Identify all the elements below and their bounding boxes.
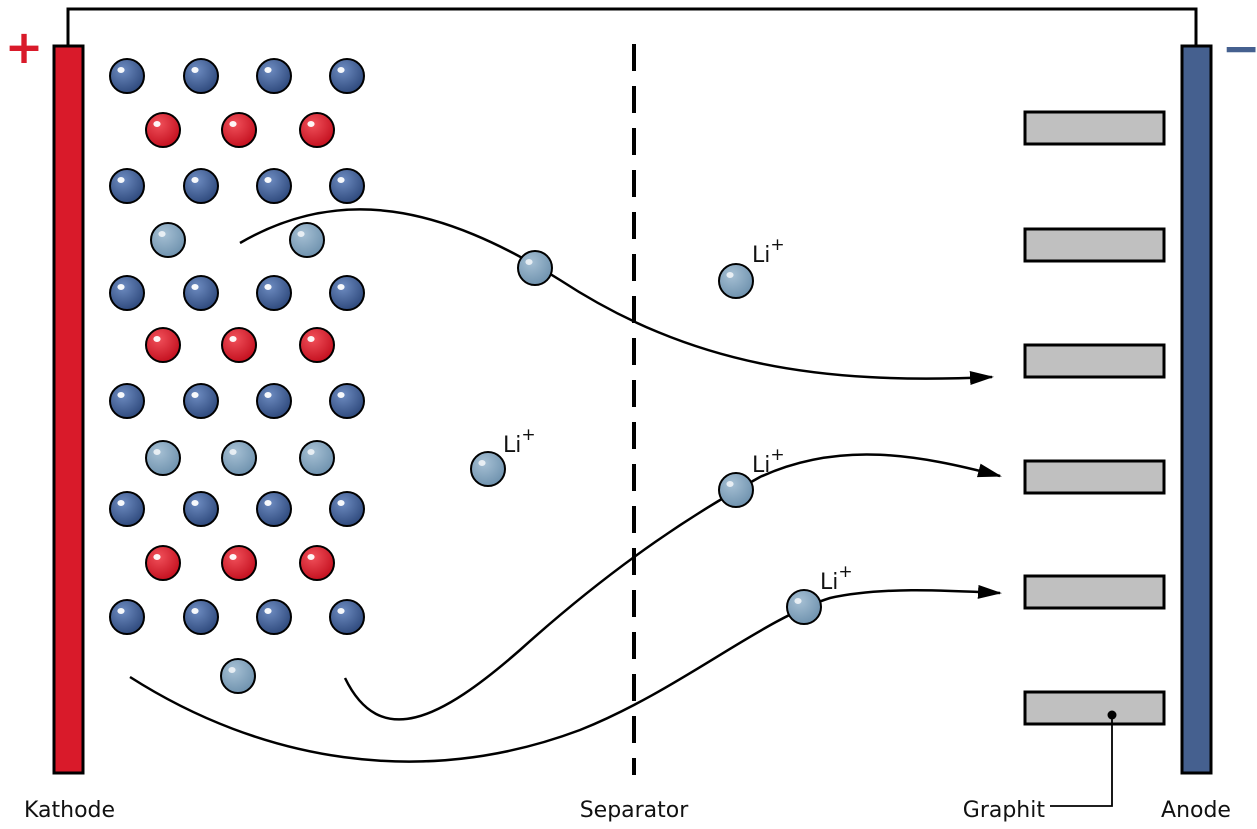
external-wire bbox=[66, 7, 1198, 46]
graphite-callout-line bbox=[1050, 715, 1113, 807]
graphite-layer bbox=[1023, 343, 1166, 379]
cathode-plate bbox=[52, 44, 85, 775]
ion-path-3 bbox=[129, 584, 1002, 763]
lithium-ion bbox=[221, 440, 257, 476]
metal-atom bbox=[256, 58, 292, 94]
lithium-ion bbox=[150, 222, 186, 258]
oxygen-atom bbox=[145, 327, 181, 363]
lithium-ion bbox=[786, 589, 822, 625]
oxygen-atom bbox=[299, 327, 335, 363]
ion-path-1 bbox=[239, 208, 994, 386]
metal-atom bbox=[329, 168, 365, 204]
lithium-ion bbox=[470, 451, 506, 487]
li-ion-label: Li+ bbox=[752, 235, 785, 268]
metal-atom bbox=[256, 599, 292, 635]
metal-atom bbox=[183, 599, 219, 635]
metal-atom bbox=[109, 168, 145, 204]
anode-plate bbox=[1180, 44, 1213, 775]
cathode-label: Kathode bbox=[24, 798, 115, 823]
lithium-ion bbox=[718, 263, 754, 299]
ion-path-2 bbox=[343, 453, 1002, 721]
metal-atom bbox=[329, 491, 365, 527]
lithium-ions bbox=[470, 250, 822, 625]
graphite-layer bbox=[1023, 459, 1166, 495]
graphite-layer bbox=[1023, 227, 1166, 263]
cathode-lattice bbox=[109, 58, 365, 694]
oxygen-atom bbox=[145, 545, 181, 581]
metal-atom bbox=[183, 58, 219, 94]
metal-atom bbox=[256, 491, 292, 527]
li-ion-label: Li+ bbox=[820, 562, 853, 595]
metal-atom bbox=[109, 383, 145, 419]
lithium-ion bbox=[299, 440, 335, 476]
oxygen-atom bbox=[221, 112, 257, 148]
oxygen-atom bbox=[299, 545, 335, 581]
li-ion-label: Li+ bbox=[503, 425, 536, 458]
lithium-ion bbox=[289, 222, 325, 258]
metal-atom bbox=[329, 58, 365, 94]
lithium-ion bbox=[517, 250, 553, 286]
metal-atom bbox=[109, 58, 145, 94]
metal-atom bbox=[183, 168, 219, 204]
graphite-layer bbox=[1023, 110, 1166, 146]
lithium-ion bbox=[145, 440, 181, 476]
metal-atom bbox=[256, 275, 292, 311]
graphite-label: Graphit bbox=[963, 798, 1046, 823]
graphite-layer bbox=[1023, 574, 1166, 610]
li-ion-label: Li+ bbox=[752, 445, 785, 478]
metal-atom bbox=[183, 275, 219, 311]
oxygen-atom bbox=[221, 545, 257, 581]
anode-label: Anode bbox=[1161, 798, 1231, 823]
separator-label: Separator bbox=[580, 798, 690, 823]
metal-atom bbox=[329, 599, 365, 635]
metal-atom bbox=[329, 383, 365, 419]
metal-atom bbox=[109, 491, 145, 527]
oxygen-atom bbox=[145, 112, 181, 148]
plus-sign: + bbox=[5, 20, 44, 74]
graphite-layers bbox=[1023, 110, 1166, 726]
metal-atom bbox=[109, 599, 145, 635]
metal-atom bbox=[183, 383, 219, 419]
metal-atom bbox=[256, 168, 292, 204]
metal-atom bbox=[109, 275, 145, 311]
oxygen-atom bbox=[221, 327, 257, 363]
lithium-ion bbox=[718, 472, 754, 508]
metal-atom bbox=[256, 383, 292, 419]
graphite-layer bbox=[1023, 690, 1166, 726]
minus-sign: − bbox=[1222, 21, 1257, 75]
metal-atom bbox=[329, 275, 365, 311]
oxygen-atom bbox=[299, 112, 335, 148]
lithium-ion bbox=[220, 658, 256, 694]
metal-atom bbox=[183, 491, 219, 527]
